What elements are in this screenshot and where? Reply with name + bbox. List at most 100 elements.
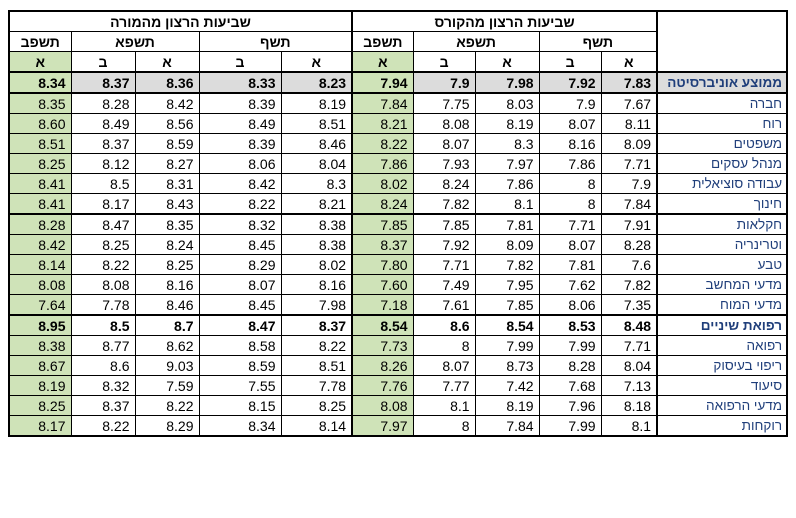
faculty-label: סיעוד: [656, 375, 789, 396]
teacher-value-cell: 9.03: [134, 355, 200, 376]
teacher-value-cell: 8.46: [134, 294, 200, 316]
course-value-cell: 7.9: [600, 173, 659, 194]
faculty-label: חקלאות: [656, 213, 789, 235]
course-value-cell: 8: [538, 173, 602, 194]
year-header: תשפב: [8, 31, 72, 52]
year-header: תשפא: [412, 31, 540, 52]
course-value-cell: 8.1: [600, 415, 659, 437]
teacher-value-cell: 8.41: [8, 173, 72, 194]
course-value-cell: 7.93: [412, 153, 476, 174]
teacher-value-cell: 8.22: [280, 335, 354, 356]
corner-cell: [656, 10, 789, 73]
course-value-cell: 8.37: [351, 234, 414, 255]
teacher-value-cell: 8.19: [280, 92, 354, 114]
teacher-value-cell: 8.42: [8, 234, 72, 255]
teacher-value-cell: 8.19: [8, 375, 72, 396]
teacher-value-cell: 8.28: [70, 92, 136, 114]
table-row: 7.64 7.78 8.46 8.45 7.98 7.18 7.61 7.85 8.06 7.35…: [8, 294, 789, 316]
teacher-value-cell: 8.04: [280, 153, 354, 174]
teacher-value-cell: 8.51: [280, 113, 354, 134]
course-value-cell: 7.82: [412, 193, 476, 215]
course-value-cell: 7.86: [474, 173, 540, 194]
course-value-cell: 7.49: [412, 274, 476, 295]
course-value-cell: 7.77: [412, 375, 476, 396]
teacher-value-cell: 8.43: [134, 193, 200, 215]
teacher-value-cell: 8.45: [198, 234, 282, 255]
teacher-value-cell: 8.15: [198, 395, 282, 416]
teacher-value-cell: 7.55: [198, 375, 282, 396]
teacher-value-cell: 8.47: [70, 213, 136, 235]
teacher-value-cell: 8.95: [8, 314, 72, 336]
course-value-cell: 7.99: [538, 415, 602, 437]
course-value-cell: 7.85: [412, 213, 476, 235]
table-row: 8.08 8.08 8.16 8.07 8.16 7.60 7.49 7.95 7.62 7.82…: [8, 274, 789, 295]
teacher-value-cell: 8.25: [70, 234, 136, 255]
average-teacher-value: 8.23: [280, 71, 354, 94]
course-value-cell: 7.71: [538, 213, 602, 235]
teacher-value-cell: 8.29: [198, 254, 282, 275]
average-teacher-value: 8.33: [198, 71, 282, 94]
teacher-value-cell: 8.22: [70, 415, 136, 437]
course-value-cell: 7.35: [600, 294, 659, 316]
course-value-cell: 7.85: [351, 213, 414, 235]
course-value-cell: 7.81: [538, 254, 602, 275]
teacher-value-cell: 7.78: [70, 294, 136, 316]
course-value-cell: 8.09: [600, 133, 659, 154]
average-teacher-value: 8.34: [8, 71, 72, 94]
teacher-value-cell: 8.22: [70, 254, 136, 275]
teacher-value-cell: 8.39: [198, 133, 282, 154]
teacher-value-cell: 8.38: [280, 213, 354, 235]
course-value-cell: 8.11: [600, 113, 659, 134]
teacher-value-cell: 8.02: [280, 254, 354, 275]
teacher-value-cell: 8.32: [70, 375, 136, 396]
faculty-label: מדעי המחשב: [656, 274, 789, 295]
teacher-value-cell: 8.38: [8, 335, 72, 356]
course-value-cell: 8.26: [351, 355, 414, 376]
course-value-cell: 8: [412, 415, 476, 437]
teacher-value-cell: 8.17: [70, 193, 136, 215]
teacher-value-cell: 8.41: [8, 193, 72, 215]
teacher-value-cell: 8.42: [134, 92, 200, 114]
teacher-value-cell: 8.51: [280, 355, 354, 376]
teacher-value-cell: 8.51: [8, 133, 72, 154]
teacher-value-cell: 8.45: [198, 294, 282, 316]
course-value-cell: 8.19: [474, 395, 540, 416]
group-header-teacher: שביעות הרצון מהמורה: [7, 10, 354, 32]
faculty-label: מנהל עסקים: [656, 153, 789, 174]
course-value-cell: 7.42: [474, 375, 540, 396]
course-value-cell: 8.24: [412, 173, 476, 194]
teacher-value-cell: 8.49: [198, 113, 282, 134]
teacher-value-cell: 7.98: [280, 294, 354, 316]
course-value-cell: 8.07: [412, 355, 476, 376]
teacher-value-cell: 8.25: [280, 395, 354, 416]
course-value-cell: 8.6: [412, 314, 476, 336]
teacher-value-cell: 8.22: [198, 193, 282, 215]
course-value-cell: 7.86: [351, 153, 414, 174]
teacher-value-cell: 8.3: [280, 173, 354, 194]
faculty-label: רפואת שיניים: [656, 314, 789, 336]
teacher-value-cell: 8.6: [70, 355, 136, 376]
course-value-cell: 8.08: [351, 395, 414, 416]
teacher-value-cell: 7.78: [280, 375, 354, 396]
table-row: 8.95 8.5 8.7 8.47 8.37 8.54 8.6 8.54 8.53 8.48 רפו…: [8, 314, 789, 336]
table-row: 8.41 8.5 8.31 8.42 8.3 8.02 8.24 7.86 8 7.9 עבודה …: [8, 173, 789, 194]
teacher-value-cell: 8.31: [134, 173, 200, 194]
faculty-label: רוח: [656, 113, 789, 134]
table-row: 8.14 8.22 8.25 8.29 8.02 7.80 7.71 7.82 7.81 7.6 ט…: [8, 254, 789, 275]
faculty-label: עבודה סוציאלית: [656, 173, 789, 194]
course-value-cell: 8.53: [538, 314, 602, 336]
teacher-value-cell: 8.28: [8, 213, 72, 235]
year-header: תשפא: [70, 31, 200, 52]
teacher-value-cell: 8.38: [280, 234, 354, 255]
course-value-cell: 8.28: [600, 234, 659, 255]
teacher-value-cell: 8.17: [8, 415, 72, 437]
course-value-cell: 8.04: [600, 355, 659, 376]
table-row: 8.38 8.77 8.62 8.58 8.22 7.73 8 7.99 7.99 7.71 רפו…: [8, 335, 789, 356]
course-value-cell: 8.1: [412, 395, 476, 416]
course-value-cell: 7.84: [351, 92, 414, 114]
average-teacher-value: 8.37: [70, 71, 136, 94]
course-value-cell: 7.6: [600, 254, 659, 275]
course-value-cell: 8.24: [351, 193, 414, 215]
course-value-cell: 7.75: [412, 92, 476, 114]
teacher-value-cell: 8.37: [280, 314, 354, 336]
